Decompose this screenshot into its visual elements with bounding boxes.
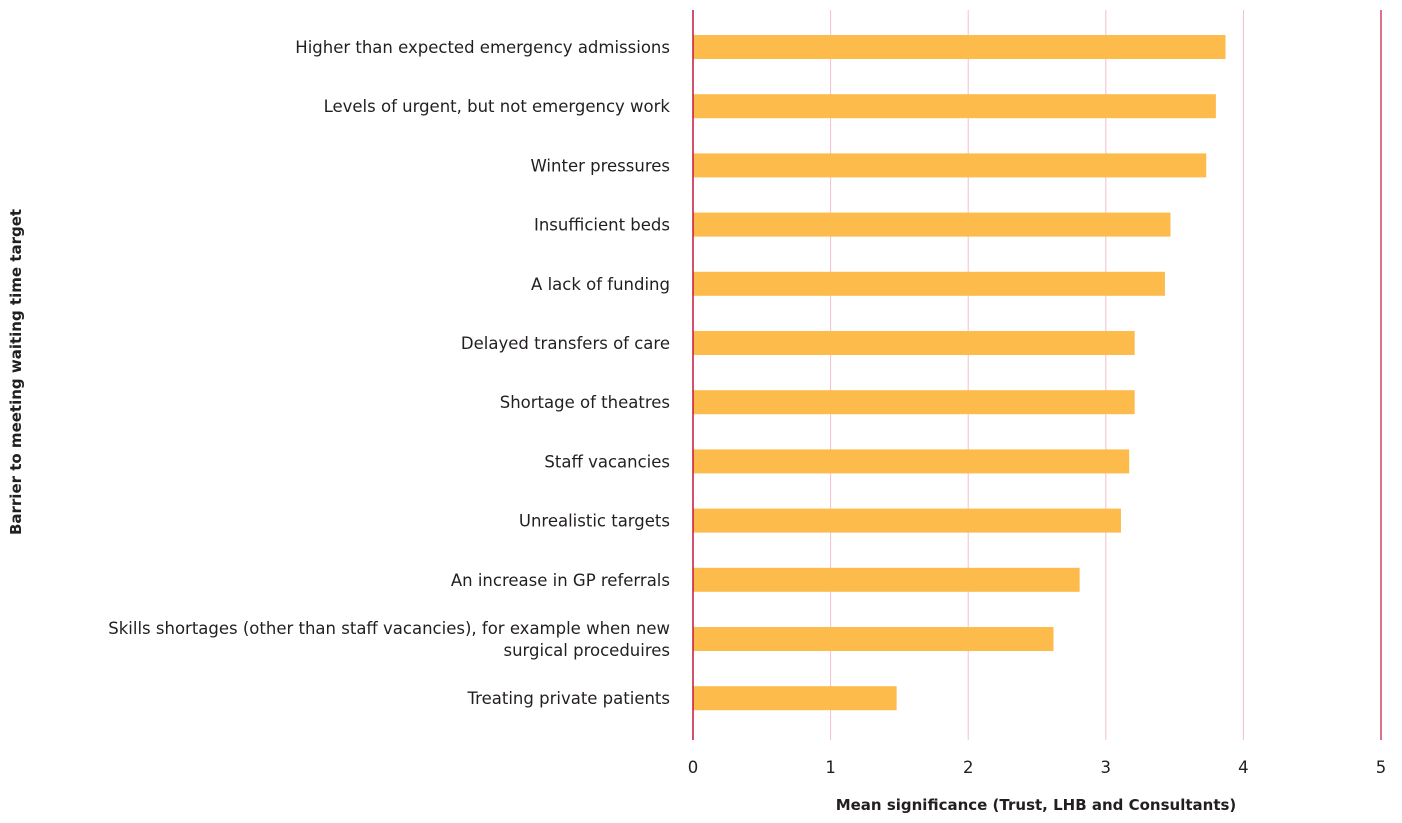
category-labels: Higher than expected emergency admission… xyxy=(108,38,670,708)
bar xyxy=(693,686,897,711)
grid-lines xyxy=(830,10,1382,740)
category-label: Higher than expected emergency admission… xyxy=(295,38,670,57)
bar xyxy=(693,627,1054,651)
category-label: Delayed transfers of care xyxy=(461,334,670,353)
bar xyxy=(693,35,1226,59)
bars xyxy=(693,35,1226,711)
category-label: An increase in GP referrals xyxy=(451,571,670,590)
bar xyxy=(693,331,1135,355)
bar xyxy=(693,94,1216,119)
bar xyxy=(693,271,1165,296)
category-label: Unrealistic targets xyxy=(519,512,670,531)
bar xyxy=(693,390,1135,415)
x-tick-labels: 0 1 2 3 4 5 xyxy=(688,758,1387,777)
category-label: Staff vacancies xyxy=(544,452,670,471)
bar xyxy=(693,212,1171,237)
category-label: Levels of urgent, but not emergency work xyxy=(324,97,671,116)
bar xyxy=(693,153,1207,178)
x-tick-label: 2 xyxy=(963,758,974,777)
category-label: A lack of funding xyxy=(531,275,670,294)
x-tick-label: 4 xyxy=(1238,758,1249,777)
x-tick-label: 5 xyxy=(1376,758,1387,777)
x-tick-label: 3 xyxy=(1101,758,1112,777)
x-tick-label: 1 xyxy=(825,758,836,777)
bar xyxy=(693,567,1080,592)
bar xyxy=(693,449,1130,474)
bar xyxy=(693,508,1121,533)
category-label: Winter pressures xyxy=(530,156,670,175)
y-axis-title: Barrier to meeting waiting time target xyxy=(7,209,25,535)
x-axis-title: Mean significance (Trust, LHB and Consul… xyxy=(836,796,1237,814)
category-label: Treating private patients xyxy=(467,689,670,708)
category-label: Shortage of theatres xyxy=(500,393,670,412)
category-label: Insufficient beds xyxy=(534,216,670,235)
x-tick-label: 0 xyxy=(688,758,699,777)
category-label: Skills shortages (other than staff vacan… xyxy=(108,619,670,660)
